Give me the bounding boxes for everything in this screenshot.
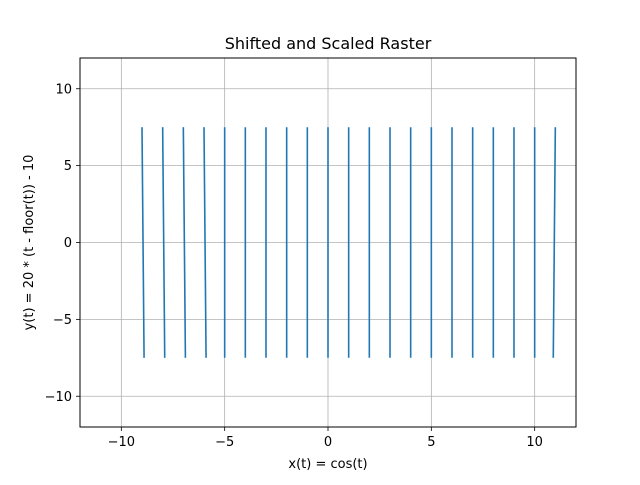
x-tick-label: −10 <box>108 435 135 450</box>
y-tick-label: 10 <box>55 82 72 97</box>
y-axis-label: y(t) = 20 * (t - floor(t)) - 10 <box>22 155 37 331</box>
y-tick-label: 5 <box>64 159 72 174</box>
x-tick-label: −5 <box>215 435 234 450</box>
y-axis-ticks: −10 −5 0 5 10 <box>45 82 80 405</box>
y-tick-label: 0 <box>64 236 72 251</box>
x-tick-label: 0 <box>324 435 332 450</box>
x-axis-label: x(t) = cos(t) <box>288 457 367 472</box>
x-axis-ticks: −10 −5 0 5 10 <box>108 427 543 450</box>
raster-segment <box>182 127 187 358</box>
raster-segment <box>203 127 207 358</box>
series-raster <box>141 127 557 358</box>
raster-segment <box>141 127 145 358</box>
raster-segment <box>161 127 166 358</box>
y-tick-label: −5 <box>53 313 72 328</box>
x-tick-label: 5 <box>427 435 435 450</box>
chart-title: Shifted and Scaled Raster <box>225 34 432 53</box>
y-tick-label: −10 <box>45 390 72 405</box>
raster-segment <box>552 127 557 358</box>
x-tick-label: 10 <box>526 435 543 450</box>
